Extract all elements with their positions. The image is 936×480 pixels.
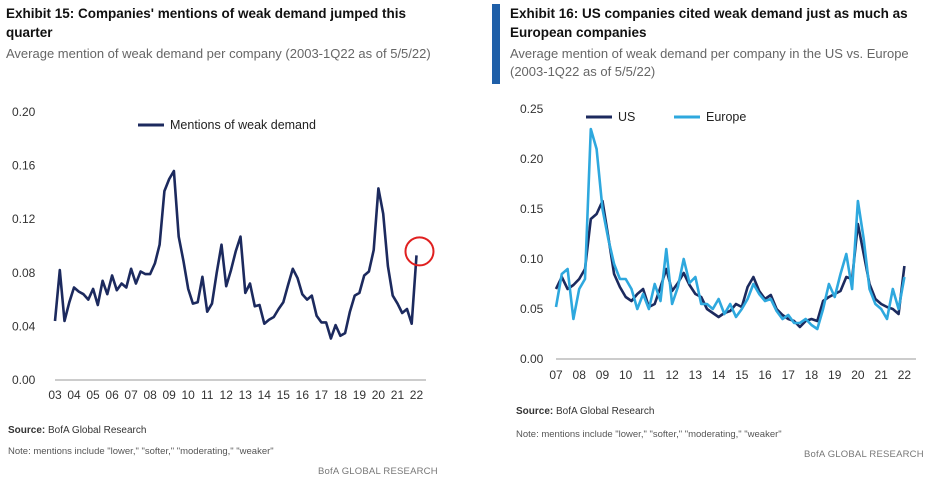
exhibit-16-accent-bar [492,4,500,84]
exhibit-16-x-tick-label: 18 [805,368,819,382]
exhibit-16-x-tick-label: 07 [549,368,563,382]
exhibit-15-highlight-circle [404,236,435,267]
source-text: BofA Global Research [48,425,147,436]
exhibit-15-x-tick-label: 07 [124,388,138,402]
exhibit-16-x-tick-label: 11 [643,368,656,382]
exhibit-15-x-tick-label: 12 [220,388,234,402]
exhibit-15-chart: 0.00 0.04 0.08 0.12 0.16 0.20 03 04 05 06 07 08 09 10… [12,105,435,402]
exhibit-16-source: Source: BofA Global Research [516,406,654,417]
exhibit-15-x-tick-label: 16 [296,388,310,402]
exhibit-15-x-tick-label: 10 [181,388,195,402]
exhibit-15-x-tick-label: 17 [315,388,329,402]
exhibit-16-legend-label: Europe [706,110,746,124]
exhibit-15-panel: Exhibit 15: Companies' mentions of weak … [6,6,438,477]
exhibit-15-y-tick-label: 0.00 [12,373,36,387]
exhibit-16-chart: 0.00 0.05 0.10 0.15 0.20 0.25 07 08 09 10 11 12 13 14… [520,102,916,382]
exhibit-16-x-tick-label: 12 [665,368,679,382]
source-label: Source: [516,406,554,417]
exhibit-15-x-tick-label: 15 [277,388,291,402]
exhibit-16-brand: BofA GLOBAL RESEARCH [804,449,924,460]
exhibit-15-x-tick-label: 19 [353,388,367,402]
exhibit-15-x-tick-label: 14 [258,388,272,402]
exhibit-16-y-tick-label: 0.10 [520,252,544,266]
exhibit-15-title: Exhibit 15: Companies' mentions of weak … [6,6,407,40]
exhibit-16-x-tick-label: 09 [596,368,610,382]
exhibit-16-series-line-us [554,199,906,329]
exhibit-15-brand: BofA GLOBAL RESEARCH [318,466,438,477]
source-text: BofA Global Research [556,406,655,417]
exhibit-16-x-tick-label: 20 [851,368,865,382]
exhibit-16-y-tick-label: 0.15 [520,202,544,216]
exhibit-16-x-tick-label: 13 [689,368,703,382]
exhibit-16-y-tick-label: 0.25 [520,102,544,116]
exhibit-15-y-tick-label: 0.16 [12,159,36,173]
exhibit-15-x-tick-label: 03 [48,388,62,402]
exhibit-15-note: Note: mentions include "lower," "softer,… [8,446,274,457]
exhibit-15-legend-label: Mentions of weak demand [170,118,316,132]
exhibit-15-x-tick-label: 22 [410,388,424,402]
exhibit-16-x-tick-label: 19 [828,368,842,382]
exhibit-15-x-tick-label: 04 [67,388,81,402]
exhibit-15-y-tick-label: 0.08 [12,266,36,280]
exhibit-15-subtitle: Average mention of weak demand per compa… [6,46,431,61]
exhibit-16-y-tick-label: 0.20 [520,152,544,166]
exhibit-16-note: Note: mentions include "lower," "softer,… [516,429,782,440]
exhibit-16-x-tick-label: 16 [758,368,772,382]
exhibit-16-x-tick-label: 14 [712,368,726,382]
exhibit-16-y-tick-label: 0.00 [520,352,544,366]
exhibit-15-x-tick-label: 05 [86,388,100,402]
exhibit-16-x-tick-label: 08 [573,368,587,382]
exhibit-15-source: Source: BofA Global Research [8,425,146,436]
exhibit-15-x-tick-label: 21 [391,388,405,402]
exhibit-16-panel: Exhibit 16: US companies cited weak dema… [468,0,936,480]
exhibit-16-x-tick-label: 15 [735,368,749,382]
exhibit-15-x-tick-label: 18 [334,388,348,402]
exhibit-15-series-line-mentions-of-weak-demand [53,169,418,340]
exhibit-15-y-tick-label: 0.12 [12,212,36,226]
exhibit-16-legend-label: US [618,110,635,124]
exhibit-16-x-tick-label: 22 [898,368,912,382]
exhibit-16-title: Exhibit 16: US companies cited weak dema… [510,6,908,40]
exhibit-16-x-tick-label: 17 [782,368,796,382]
exhibit-15-x-tick-label: 06 [105,388,119,402]
exhibit-16-x-tick-label: 21 [874,368,888,382]
exhibit-15-y-tick-label: 0.04 [12,319,36,333]
exhibit-15-x-tick-label: 08 [143,388,157,402]
exhibit-15-x-tick-label: 09 [162,388,176,402]
exhibit-16-subtitle: Average mention of weak demand per compa… [510,46,909,79]
exhibit-16-series-line-europe [554,127,906,331]
exhibit-16-x-tick-label: 10 [619,368,633,382]
exhibit-15-x-tick-label: 11 [201,388,214,402]
exhibit-15-x-tick-label: 13 [239,388,253,402]
exhibit-15-x-tick-label: 20 [372,388,386,402]
source-label: Source: [8,425,46,436]
exhibit-16-y-tick-label: 0.05 [520,302,544,316]
exhibit-15-y-tick-label: 0.20 [12,105,36,119]
